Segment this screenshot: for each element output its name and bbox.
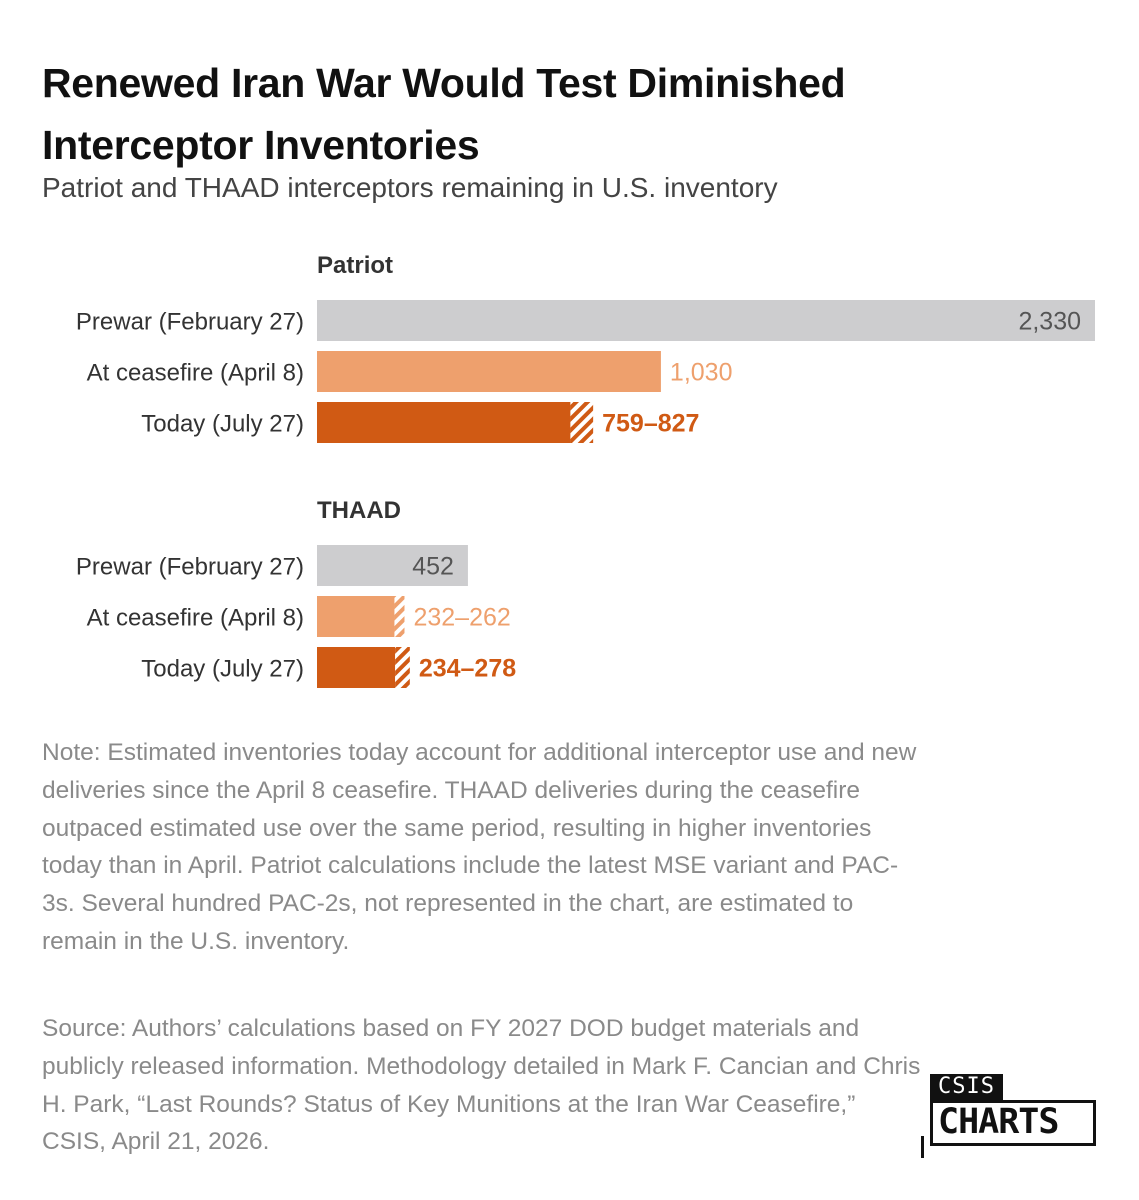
bar-thaad-today xyxy=(317,647,396,688)
logo-top-text: CSIS xyxy=(930,1074,1003,1100)
value-label-thaad-ceasefire: 232–262 xyxy=(413,604,510,632)
value-label-patriot-prewar: 2,330 xyxy=(1018,308,1081,336)
group-heading-thaad: THAAD xyxy=(317,497,401,524)
category-label-patriot-today: Today (July 27) xyxy=(141,411,304,438)
range-thaad-today xyxy=(395,647,410,688)
bar-patriot-prewar xyxy=(317,300,1095,341)
category-label-patriot-ceasefire: At ceasefire (April 8) xyxy=(87,360,304,387)
category-label-thaad-today: Today (July 27) xyxy=(141,656,304,683)
group-heading-patriot: Patriot xyxy=(317,252,393,279)
range-thaad-ceasefire xyxy=(394,596,405,637)
value-label-patriot-ceasefire: 1,030 xyxy=(670,359,733,387)
category-label-patriot-prewar: Prewar (February 27) xyxy=(76,309,304,336)
value-label-patriot-today: 759–827 xyxy=(602,410,699,438)
bar-chart: Patriot Prewar (February 27) 2,330 At cease… xyxy=(76,252,1095,688)
csis-charts-logo: CSIS CHARTS xyxy=(918,1074,1098,1158)
value-label-thaad-prewar: 452 xyxy=(412,553,454,581)
chart-note: Note: Estimated inventories today accoun… xyxy=(42,739,917,955)
bar-thaad-prewar xyxy=(317,545,468,586)
logo-box xyxy=(930,1100,1096,1146)
chart-source: Source: Authors’ calculations based on F… xyxy=(42,1015,921,1156)
bar-patriot-today xyxy=(317,402,571,443)
chart-subtitle: Patriot and THAAD interceptors remaining… xyxy=(42,172,778,203)
bar-patriot-ceasefire xyxy=(317,351,661,392)
bar-thaad-ceasefire xyxy=(317,596,395,637)
value-label-thaad-today: 234–278 xyxy=(419,655,516,683)
logo-bottom-text: CHARTS xyxy=(938,1102,1059,1142)
category-label-thaad-prewar: Prewar (February 27) xyxy=(76,554,304,581)
chart-title: Renewed Iran War Would Test Diminished I… xyxy=(42,60,846,168)
category-label-thaad-ceasefire: At ceasefire (April 8) xyxy=(87,605,304,632)
logo-tick xyxy=(921,1136,924,1158)
range-patriot-today xyxy=(570,402,594,443)
